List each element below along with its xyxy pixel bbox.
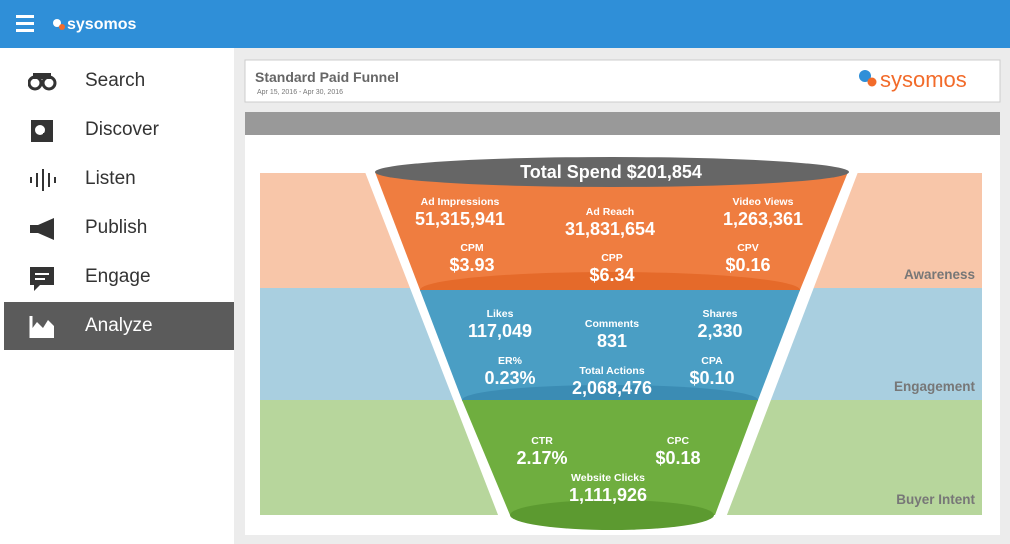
metric-label: Shares bbox=[702, 308, 737, 320]
metric-label: ER% bbox=[498, 355, 523, 367]
metric-value: 117,049 bbox=[468, 321, 532, 341]
metric-value: 1,263,361 bbox=[723, 209, 803, 229]
brand: sysomos bbox=[16, 15, 136, 33]
metric-label: CTR bbox=[531, 435, 553, 447]
metric-value: 2,068,476 bbox=[572, 378, 652, 398]
metric-label: CPC bbox=[667, 435, 690, 447]
metric-label: Likes bbox=[487, 308, 514, 320]
nav-item[interactable]: Listen bbox=[4, 155, 234, 203]
metric-label: Ad Reach bbox=[586, 206, 634, 218]
sidebar: Search Discover Listen Publish Engage Analyze bbox=[0, 48, 234, 544]
brand-name: sysomos bbox=[67, 16, 136, 33]
nav-label: Analyze bbox=[85, 315, 153, 336]
nav-item[interactable]: Analyze bbox=[4, 302, 234, 350]
metric-value: $6.34 bbox=[589, 265, 634, 285]
metric-label: CPM bbox=[460, 242, 484, 254]
nav-icon bbox=[30, 169, 56, 191]
stage-label: Awareness bbox=[904, 267, 975, 282]
metric-value: $3.93 bbox=[449, 255, 494, 275]
nav-item[interactable]: Engage bbox=[4, 253, 234, 301]
nav-icon bbox=[30, 218, 54, 240]
report-date: Apr 15, 2016 - Apr 30, 2016 bbox=[257, 89, 343, 96]
metric-label: CPA bbox=[701, 355, 723, 367]
nav-label: Discover bbox=[85, 119, 159, 140]
metric-value: 0.23% bbox=[484, 368, 535, 388]
stage-label: Engagement bbox=[894, 379, 976, 394]
metric-value: 1,111,926 bbox=[569, 485, 647, 505]
top-bar: sysomos bbox=[0, 0, 1010, 48]
nav-item[interactable]: Discover bbox=[4, 106, 234, 154]
metric-label: Website Clicks bbox=[571, 472, 645, 484]
metric-label: CPP bbox=[601, 252, 623, 264]
metric-value: $0.18 bbox=[655, 448, 700, 468]
stage-label: Buyer Intent bbox=[896, 492, 975, 507]
metric-value: 2.17% bbox=[516, 448, 567, 468]
nav-icon bbox=[31, 120, 53, 142]
nav-label: Listen bbox=[85, 168, 136, 189]
report-title: Standard Paid Funnel bbox=[255, 69, 399, 85]
nav-item[interactable]: Publish bbox=[4, 204, 234, 252]
total-spend: Total Spend $201,854 bbox=[520, 162, 702, 182]
nav-label: Search bbox=[85, 70, 146, 91]
metric-label: Ad Impressions bbox=[421, 196, 500, 208]
nav-item[interactable]: Search bbox=[4, 57, 234, 105]
nav-icon bbox=[28, 73, 57, 91]
nav-label: Engage bbox=[85, 266, 151, 287]
nav-label: Publish bbox=[85, 217, 148, 238]
metric-value: 2,330 bbox=[697, 321, 742, 341]
metric-label: Comments bbox=[585, 318, 639, 330]
nav-icon bbox=[29, 316, 54, 338]
metric-label: Total Actions bbox=[579, 365, 644, 377]
metric-value: $0.16 bbox=[725, 255, 770, 275]
metric-value: $0.10 bbox=[689, 368, 734, 388]
report-logo: sysomos bbox=[880, 67, 967, 92]
metric-value: 831 bbox=[597, 331, 627, 351]
metric-label: Video Views bbox=[733, 196, 794, 208]
nav-icon bbox=[30, 267, 54, 291]
metric-value: 51,315,941 bbox=[415, 209, 505, 229]
metric-label: CPV bbox=[737, 242, 759, 254]
metric-value: 31,831,654 bbox=[565, 219, 655, 239]
